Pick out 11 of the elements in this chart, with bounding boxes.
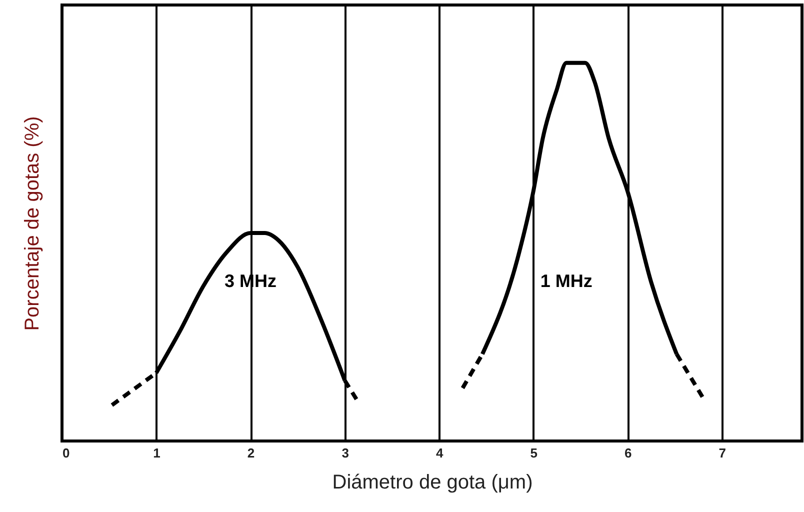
x-tick-label: 4	[436, 446, 444, 460]
x-tick-label: 7	[718, 446, 726, 460]
y-axis-title: Porcentaje de gotas (%)	[22, 116, 44, 331]
series-label: 1 MHz	[540, 271, 592, 292]
x-axis-title: Diámetro de gota (μm)	[332, 472, 533, 494]
x-tick-label: 0	[62, 446, 70, 460]
x-tick-label: 1	[153, 446, 160, 460]
x-tick-label: 6	[624, 446, 632, 460]
x-tick-label: 2	[247, 446, 255, 460]
x-tick-label: 5	[530, 446, 538, 460]
x-tick-label: 3	[342, 446, 349, 460]
